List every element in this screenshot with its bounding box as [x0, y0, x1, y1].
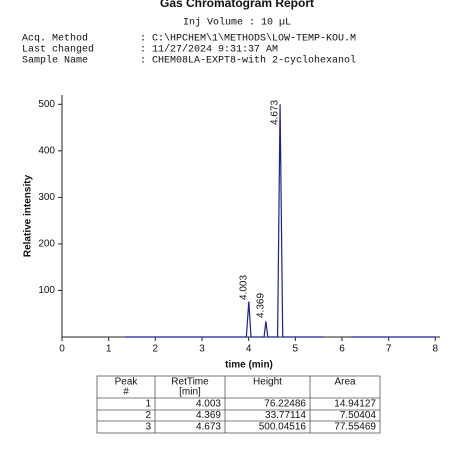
table-cell: 1	[145, 399, 151, 410]
table-cell: 14.94127	[334, 399, 376, 410]
x-axis-label: time (min)	[225, 360, 273, 371]
table-header: Height	[253, 377, 282, 388]
field-label: Acq. Method	[22, 33, 88, 45]
y-tick-label: 200	[38, 239, 55, 250]
table-cell: 3	[145, 422, 151, 433]
trace	[125, 104, 436, 338]
table-cell: 7.50404	[340, 410, 377, 421]
table-cell: 4.673	[196, 422, 221, 433]
x-tick-label: 0	[59, 344, 65, 355]
field-label: Sample Name	[22, 55, 88, 67]
table-header: Area	[334, 377, 356, 388]
y-tick-label: 400	[38, 145, 55, 156]
x-tick-label: 1	[106, 344, 112, 355]
table-cell: 77.55469	[334, 422, 376, 433]
x-tick-label: 7	[386, 344, 392, 355]
table-cell: 2	[145, 410, 151, 421]
table-header: [min]	[179, 387, 201, 398]
table-header: RetTime	[171, 377, 209, 388]
field-value: : CHEM08LA-EXPT8-with 2-cyclohexanol	[140, 55, 356, 67]
y-tick-label: 300	[38, 192, 55, 203]
y-tick-label: 100	[38, 285, 55, 296]
x-tick-label: 2	[153, 344, 159, 355]
y-axis-label: Relative intensity	[23, 174, 34, 257]
field-value: : C:\HPCHEM\1\METHODS\LOW-TEMP-KOU.M	[140, 33, 356, 45]
x-tick-label: 6	[339, 344, 345, 355]
field-label: Last changed	[22, 44, 94, 56]
y-tick-label: 500	[38, 99, 55, 110]
x-tick-label: 4	[246, 344, 252, 355]
peak-label: 4.673	[270, 100, 281, 125]
table-cell: 500.04516	[259, 422, 307, 433]
table-header: #	[123, 387, 129, 398]
inj-volume: Inj Volume : 10 µL	[183, 17, 291, 29]
table-cell: 4.369	[196, 410, 221, 421]
x-tick-label: 5	[293, 344, 299, 355]
table-header: Peak	[115, 377, 139, 388]
report-title: Gas Chromatogram Report	[160, 0, 314, 10]
field-value: : 11/27/2024 9:31:37 AM	[140, 44, 278, 56]
table-border	[96, 375, 381, 434]
table-cell: 33.77114	[265, 410, 306, 421]
x-tick-label: 3	[199, 344, 205, 355]
peak-label: 4.369	[256, 293, 267, 318]
table-cell: 76.22486	[264, 399, 306, 410]
x-tick-label: 8	[433, 344, 439, 355]
table-cell: 4.003	[196, 399, 221, 410]
peak-label: 4.003	[238, 275, 249, 300]
